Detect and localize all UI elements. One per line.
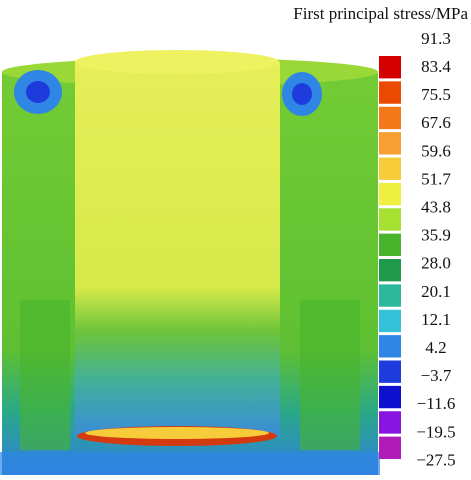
legend-swatch (379, 208, 401, 230)
legend-label: 12.1 (421, 310, 451, 329)
legend-swatch (379, 437, 401, 459)
legend-label: 51.7 (421, 169, 451, 188)
bottom-ring (85, 427, 269, 439)
screenshot: First principal stress/MPa 91.3 83.4 75.5 6… (0, 0, 471, 475)
legend-label: −3.7 (421, 366, 452, 385)
legend-swatch (379, 361, 401, 383)
legend-swatch (379, 107, 401, 129)
legend-swatch (379, 234, 401, 256)
legend-swatch (379, 81, 401, 103)
legend-label: −19.5 (416, 422, 455, 441)
legend-label: 43.8 (421, 198, 451, 217)
legend-label: 4.2 (425, 338, 446, 357)
legend-swatch (379, 158, 401, 180)
fea-model (0, 50, 380, 475)
legend-label: 20.1 (421, 282, 451, 301)
base (0, 452, 380, 475)
legend-swatch (379, 56, 401, 78)
legend-label: 75.5 (421, 85, 451, 104)
legend-swatch (379, 132, 401, 154)
legend-swatch (379, 310, 401, 332)
legend-swatch (379, 183, 401, 205)
legend-label: 83.4 (421, 57, 451, 76)
legend-label: 35.9 (421, 226, 451, 245)
inner-top (75, 50, 279, 74)
legend-label: 67.6 (421, 113, 451, 132)
legend: 91.3 83.4 75.5 67.6 59.6 51.7 43.8 35.9 28.0 20.1… (379, 29, 456, 470)
legend-swatch (379, 386, 401, 408)
legend-swatch (379, 335, 401, 357)
legend-swatch (379, 411, 401, 433)
stress-spot (26, 81, 50, 103)
legend-label: −27.5 (416, 450, 455, 469)
legend-label: 91.3 (421, 29, 451, 48)
stress-band (300, 300, 360, 450)
legend-label: 59.6 (421, 141, 451, 160)
legend-label: −11.6 (417, 394, 456, 413)
legend-title: First principal stress/MPa (293, 4, 468, 23)
stress-spot (292, 83, 312, 105)
legend-label: 28.0 (421, 254, 451, 273)
inner-cylinder (75, 62, 280, 437)
stress-band (20, 300, 70, 450)
legend-swatch (379, 259, 401, 281)
legend-swatch (379, 284, 401, 306)
